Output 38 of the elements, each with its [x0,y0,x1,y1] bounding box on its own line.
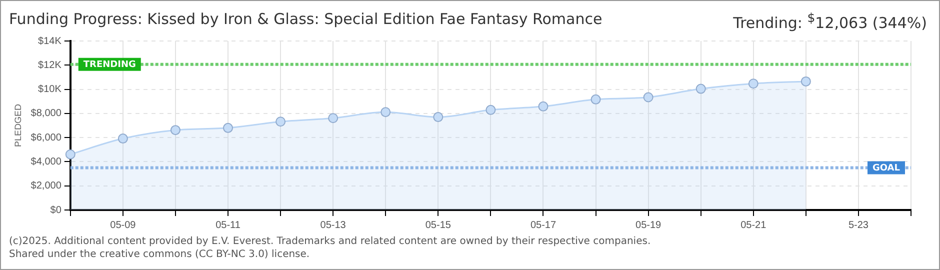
point [696,84,706,94]
y-tick-label: $14K [38,36,62,47]
point [170,125,180,136]
point [380,107,391,118]
x-tick-label: 05-19 [636,220,662,231]
text: Shared under the creative commons (CC BY-NC 3.0) license. [9,248,311,261]
y-tick-label: $2,000 [30,180,62,192]
ref-line-label: GOAL [872,164,900,174]
x-tick-label: 5-23 [848,220,869,231]
point [643,92,654,102]
chart-title: Funding Progress: Kissed by Iron & Glass: Special Edition Fae Fantasy Romance [9,10,602,28]
point [748,78,758,89]
point [590,94,601,104]
y-tick-label: $6,000 [30,132,62,144]
text: (c)2025. Additional content provided by E.V. Everest. Trademarks and related content are owned by their respective companies. [9,235,651,248]
y-tick-label: $10K [38,84,62,96]
point [486,104,496,115]
x-tick-label: 05-13 [320,220,346,231]
point [433,112,444,122]
x-tick-label: 05-17 [530,220,556,231]
point [276,116,286,127]
text: Trending: $^{$}$12,063 (344%) [733,10,927,32]
x-tick-label: 05-21 [740,220,767,231]
x-tick-label: 05-09 [110,220,136,231]
y-tick-label: $12K [38,60,62,71]
x-tick-label: 05-11 [216,220,241,231]
y-axis-title: PLEDGED [12,103,23,148]
x-tick-label: 05-15 [425,220,452,231]
y-tick-label: $8,000 [30,108,62,120]
y-tick-label: $4,000 [30,156,62,168]
y-tick-label: $0 [50,204,62,216]
point [328,113,338,124]
point [800,76,811,86]
ref-line-label: TRENDING [83,60,136,70]
point [118,134,128,144]
point [538,101,548,112]
point [223,122,233,133]
point [65,149,76,160]
